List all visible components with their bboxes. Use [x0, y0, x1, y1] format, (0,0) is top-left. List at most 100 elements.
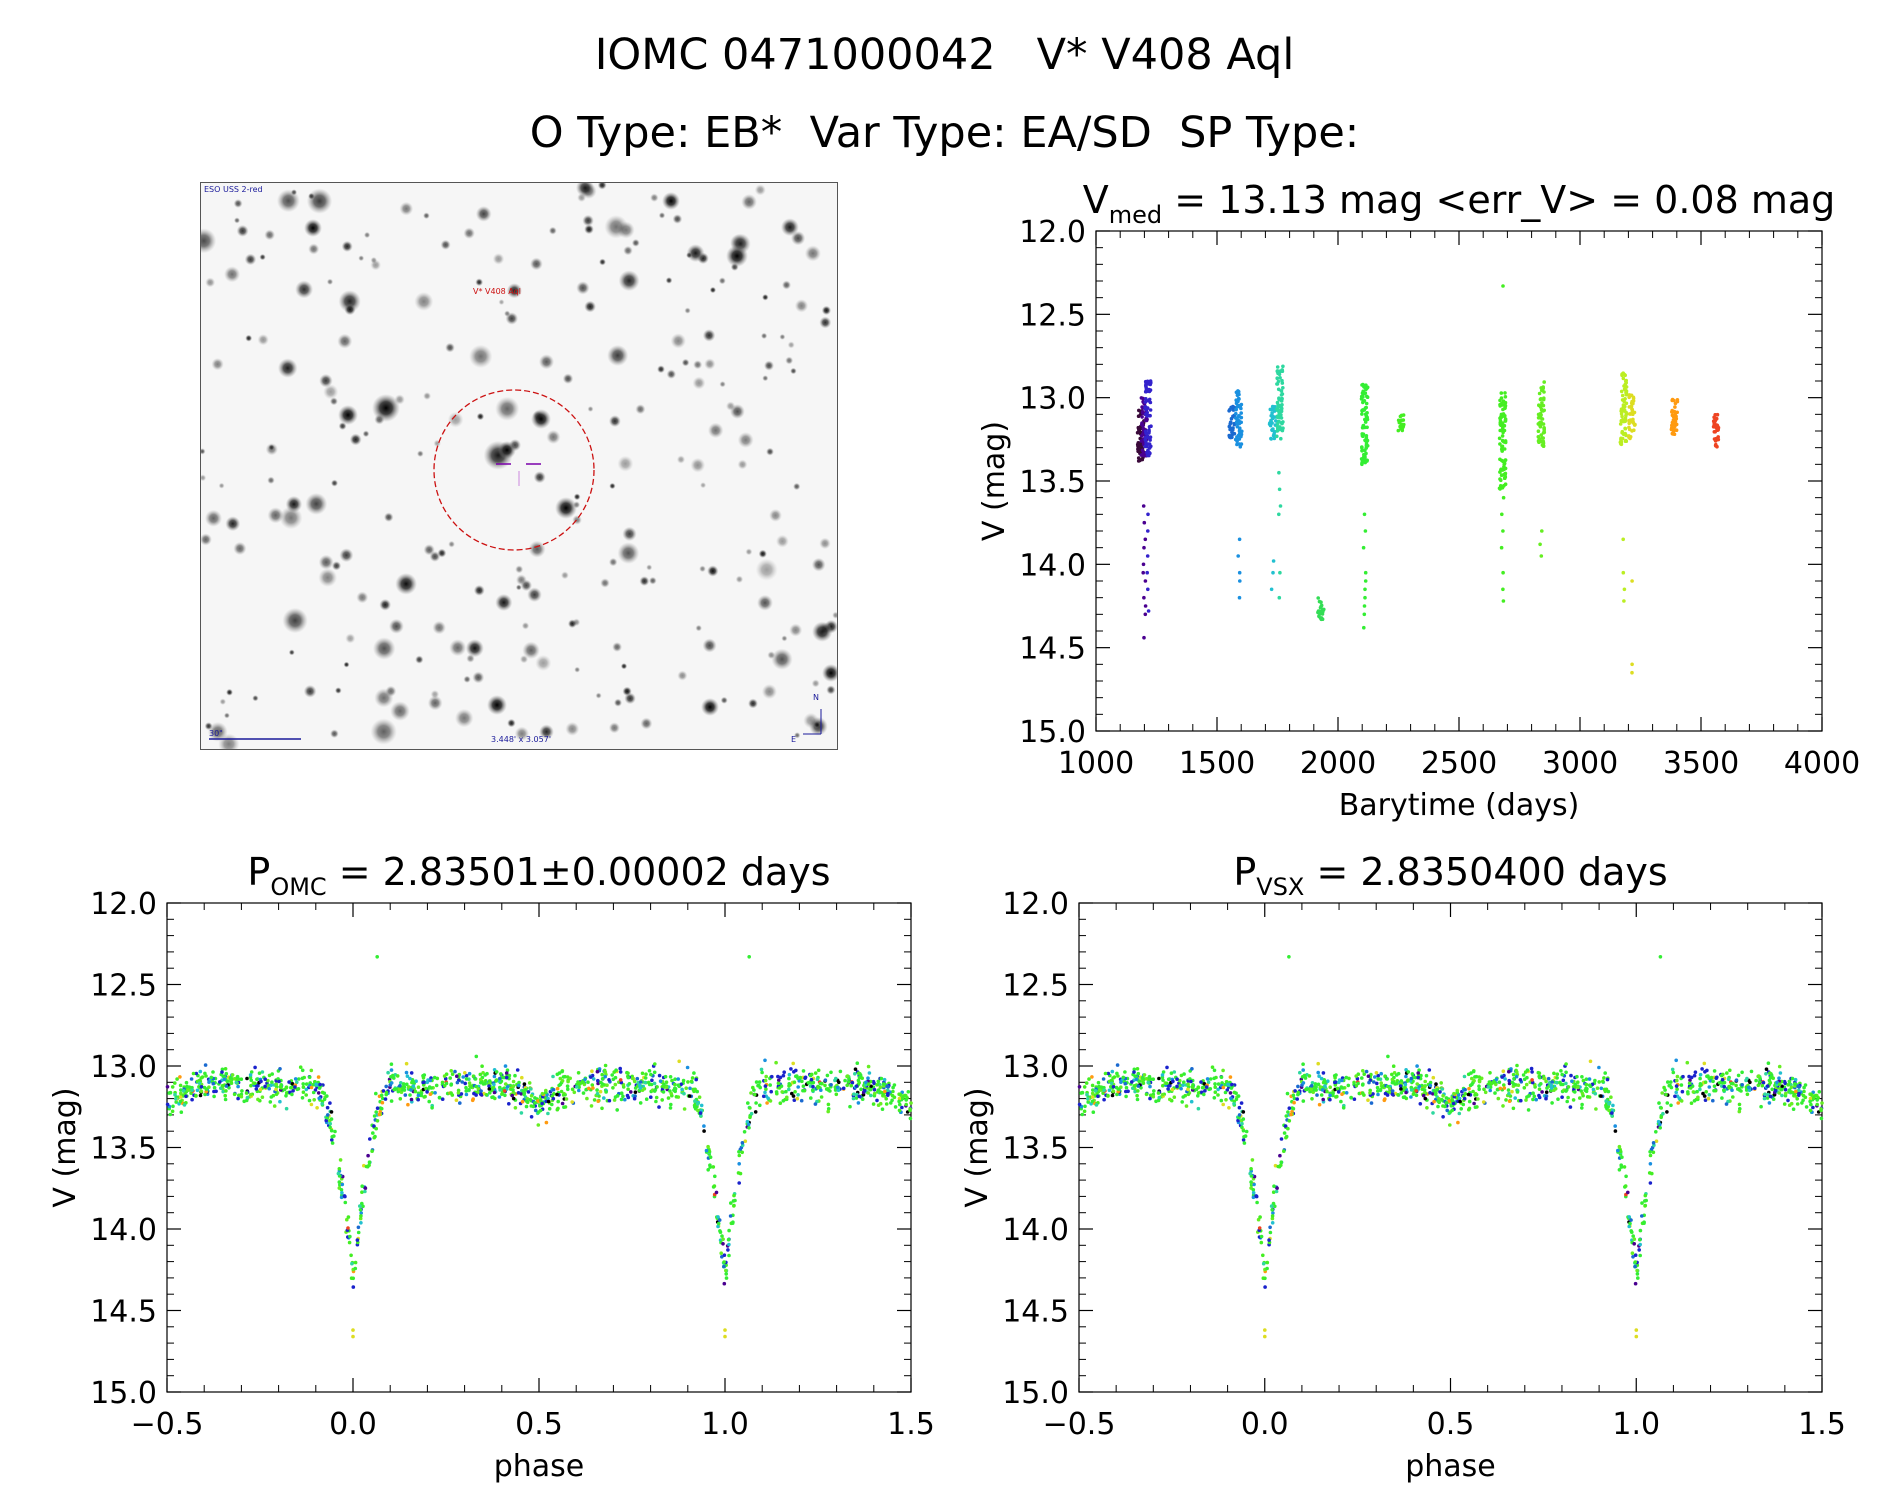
phase-point — [1704, 1090, 1708, 1094]
lightcurve-point — [1503, 482, 1508, 487]
phase-point — [1101, 1077, 1106, 1081]
phase-point — [1740, 1070, 1744, 1075]
lightcurve-point — [1144, 435, 1148, 440]
phase-point — [1560, 1095, 1564, 1099]
phase-point — [1152, 1089, 1156, 1093]
phase-point — [1171, 1079, 1175, 1084]
phase-point — [1597, 1080, 1601, 1084]
lightcurve-point — [1142, 520, 1147, 525]
lightcurve-point — [1237, 570, 1242, 575]
phase-point — [1319, 1076, 1324, 1081]
phase-point — [1135, 1097, 1140, 1102]
lightcurve-point — [1618, 422, 1623, 426]
finder-star — [701, 698, 719, 716]
finder-star — [693, 360, 703, 370]
lightcurve-point — [1140, 405, 1144, 409]
phase-point — [1795, 1102, 1800, 1106]
finder-star — [454, 708, 474, 728]
phase-point — [1241, 1117, 1246, 1121]
finder-star — [219, 698, 227, 705]
phase-point — [1136, 1084, 1141, 1088]
phase-point — [1620, 1155, 1624, 1159]
finder-star — [607, 344, 629, 367]
phase-point — [1531, 1097, 1535, 1102]
phase-point — [1132, 1070, 1136, 1074]
phase-point — [1116, 1074, 1120, 1078]
finder-star — [372, 394, 400, 422]
phase-point — [1681, 1074, 1685, 1079]
finder-star — [473, 584, 485, 596]
finder-star — [555, 497, 577, 519]
phase-point — [1110, 1093, 1115, 1098]
lightcurve-point — [1136, 456, 1141, 460]
phase-point — [1757, 1080, 1762, 1084]
phase-point — [1269, 1204, 1274, 1208]
phase-point — [1737, 1109, 1742, 1114]
finder-star — [620, 663, 628, 670]
phase-point — [1680, 1089, 1685, 1094]
lightcurve-point — [1143, 537, 1148, 542]
phase-point — [1445, 1108, 1449, 1113]
phase-point — [1179, 1086, 1183, 1091]
finder-star — [779, 333, 786, 340]
phase-point — [1808, 1099, 1812, 1104]
phase-point — [1440, 1097, 1444, 1102]
phase-point — [1564, 1062, 1568, 1066]
phase-point — [1820, 1101, 1824, 1105]
finder-star — [326, 278, 334, 285]
phase-point — [1525, 1075, 1529, 1080]
phase-point — [1702, 1094, 1707, 1098]
phase-point — [1676, 1101, 1680, 1105]
phase-point — [1786, 1083, 1790, 1087]
phase-point — [1172, 1095, 1177, 1099]
finder-star — [600, 578, 610, 588]
y-tick-label: 12.5 — [1002, 969, 1069, 1004]
lightcurve-point — [1275, 434, 1279, 439]
phase-point — [1669, 1080, 1673, 1084]
phase-point — [1734, 1078, 1739, 1082]
phase-point — [1390, 1072, 1394, 1077]
phase-point — [1650, 1171, 1654, 1176]
x-tick-label: 4000 — [1784, 746, 1860, 781]
finder-star — [505, 312, 519, 325]
phase-point — [1721, 1072, 1725, 1077]
phase-point — [1422, 1084, 1427, 1089]
finder-star — [465, 639, 484, 658]
phase-point — [1552, 1071, 1556, 1076]
phase-point — [1234, 1097, 1239, 1102]
phase-point — [1472, 1101, 1476, 1106]
phase-point — [1629, 1218, 1633, 1222]
finder-star — [670, 333, 686, 349]
phase-point — [1422, 1088, 1427, 1092]
phase-point — [1518, 1078, 1523, 1082]
finder-star — [781, 280, 792, 290]
finder-star — [427, 695, 443, 711]
finder-star — [415, 655, 424, 664]
phase-point — [1433, 1092, 1438, 1097]
phase-point — [1570, 1079, 1574, 1083]
phase-point — [1366, 1098, 1370, 1102]
lightcurve-point — [1277, 415, 1282, 420]
finder-star — [472, 671, 485, 684]
phase-point — [1664, 1092, 1668, 1097]
lightcurve-point — [1277, 408, 1282, 413]
phase-point — [1523, 1070, 1528, 1074]
phase-point — [1258, 1215, 1262, 1219]
phase-point — [1344, 1091, 1349, 1095]
phase-point — [1817, 1090, 1822, 1094]
lightcurve-point — [1540, 417, 1545, 421]
finder-target-label: V* V408 Aql — [473, 287, 521, 296]
phase-point — [1661, 1111, 1665, 1116]
title-value: = 2.8350400 days — [1304, 850, 1667, 894]
phase-point — [1455, 1088, 1460, 1093]
lightcurve-point — [1141, 570, 1145, 575]
phase-point — [1336, 1090, 1341, 1094]
phase-point — [1532, 1094, 1537, 1099]
finder-star — [370, 718, 397, 745]
finder-star — [514, 726, 530, 741]
lightcurve-point — [1140, 415, 1144, 419]
lightcurve-point — [1277, 397, 1281, 402]
lightcurve-point — [1280, 381, 1285, 385]
finder-star — [308, 243, 320, 255]
finder-star — [323, 384, 339, 400]
